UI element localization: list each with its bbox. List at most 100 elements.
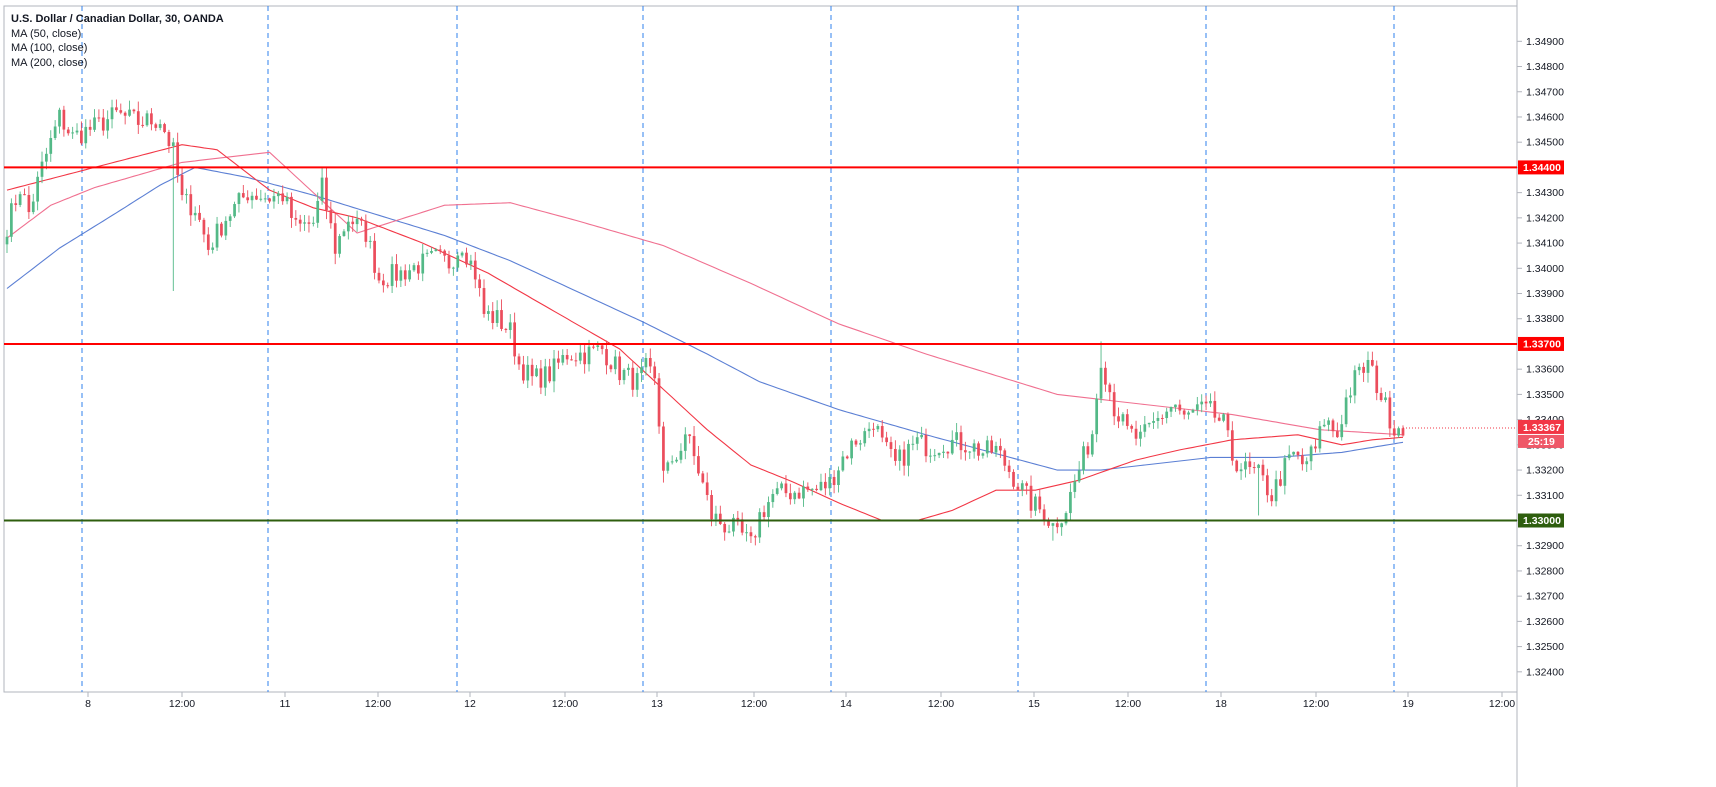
candle-up[interactable] [1095, 393, 1099, 443]
candle-down[interactable] [1226, 412, 1230, 437]
candle-up[interactable] [666, 460, 670, 474]
candle-down[interactable] [465, 247, 468, 268]
candle-down[interactable] [1104, 361, 1107, 392]
candle-down[interactable] [141, 116, 145, 128]
candle-down[interactable] [1230, 421, 1234, 466]
candle-up[interactable] [679, 443, 683, 464]
candle-up[interactable] [233, 201, 236, 219]
candle-up[interactable] [1121, 412, 1125, 426]
candle-up[interactable] [942, 444, 945, 458]
candle-up[interactable] [596, 341, 600, 351]
candle-down[interactable] [697, 445, 700, 476]
candle-down[interactable] [167, 129, 171, 153]
candle-down[interactable] [990, 435, 993, 454]
candle-down[interactable] [548, 358, 552, 384]
candle-down[interactable] [788, 483, 792, 505]
candle-down[interactable] [1371, 351, 1374, 367]
candle-up[interactable] [587, 339, 591, 372]
candle-down[interactable] [823, 473, 827, 496]
candle-up[interactable] [1034, 493, 1037, 516]
candle-up[interactable] [1143, 415, 1147, 438]
candle-down[interactable] [403, 264, 407, 286]
time-axis[interactable]: 8 12:00 11 12:00 12 12:00 13 12:00 14 12:00 15 12:0… [85, 692, 1515, 710]
candle-up[interactable] [1327, 417, 1330, 432]
candle-down[interactable] [600, 344, 604, 355]
candle-down[interactable] [438, 245, 442, 255]
candle-down[interactable] [1029, 475, 1033, 519]
candle-down[interactable] [176, 132, 180, 183]
candle-down[interactable] [854, 439, 858, 447]
candle-down[interactable] [329, 201, 333, 229]
candle-up[interactable] [867, 422, 871, 438]
candle-up[interactable] [31, 193, 35, 215]
candle-down[interactable] [1362, 362, 1365, 382]
candle-up[interactable] [237, 191, 241, 213]
candle-up[interactable] [215, 216, 219, 251]
candle-down[interactable] [653, 361, 657, 386]
candle-up[interactable] [1147, 422, 1151, 428]
candle-down[interactable] [999, 438, 1002, 459]
candle-up[interactable] [819, 473, 823, 492]
candle-up[interactable] [412, 262, 416, 272]
candle-down[interactable] [517, 353, 521, 370]
candle-up[interactable] [58, 107, 61, 134]
candle-down[interactable] [872, 422, 875, 437]
candle-up[interactable] [228, 214, 232, 228]
candle-down[interactable] [749, 526, 753, 543]
candle-down[interactable] [1248, 452, 1252, 475]
candle-up[interactable] [10, 198, 13, 242]
candle-up[interactable] [452, 266, 455, 276]
candle-up[interactable] [193, 206, 197, 221]
candle-down[interactable] [740, 512, 744, 536]
candle-down[interactable] [1270, 488, 1274, 507]
candle-up[interactable] [863, 427, 867, 447]
candle-down[interactable] [946, 451, 950, 459]
candle-up[interactable] [434, 247, 438, 252]
candle-down[interactable] [1204, 395, 1208, 411]
candle-up[interactable] [758, 508, 762, 543]
candle-up[interactable] [487, 305, 490, 321]
candle-up[interactable] [250, 191, 254, 209]
candle-down[interactable] [1160, 414, 1164, 425]
candle-down[interactable] [97, 109, 101, 122]
candle-down[interactable] [924, 428, 928, 463]
candle-down[interactable] [1047, 517, 1050, 528]
candle-up[interactable] [981, 452, 985, 459]
candle-up[interactable] [1020, 480, 1024, 497]
candle-up[interactable] [841, 450, 845, 472]
candle-down[interactable] [1392, 420, 1396, 440]
candle-up[interactable] [276, 190, 280, 204]
candle-up[interactable] [346, 215, 350, 240]
candle-up[interactable] [828, 467, 832, 496]
candle-up[interactable] [1073, 474, 1077, 499]
candle-down[interactable] [1235, 459, 1239, 473]
candle-down[interactable] [657, 373, 661, 434]
candle-up[interactable] [1292, 451, 1295, 457]
candle-down[interactable] [1379, 387, 1383, 402]
candle-up[interactable] [1287, 445, 1291, 461]
candle-up[interactable] [526, 356, 530, 389]
candle-down[interactable] [500, 299, 503, 332]
candle-up[interactable] [1283, 454, 1287, 495]
candle-down[interactable] [736, 510, 740, 526]
candle-up[interactable] [425, 249, 429, 257]
candle-down[interactable] [478, 274, 481, 297]
candle-down[interactable] [885, 431, 888, 447]
candle-up[interactable] [543, 358, 547, 396]
candle-up[interactable] [937, 452, 941, 459]
candle-up[interactable] [342, 229, 346, 237]
candle-up[interactable] [460, 251, 464, 258]
candle-up[interactable] [670, 455, 674, 465]
candle-down[interactable] [723, 522, 727, 541]
candle-up[interactable] [49, 130, 53, 162]
candles[interactable] [5, 99, 1405, 546]
candle-up[interactable] [1195, 396, 1199, 416]
candle-down[interactable] [1038, 489, 1042, 514]
candle-down[interactable] [592, 344, 595, 350]
candle-up[interactable] [259, 189, 263, 202]
candle-up[interactable] [898, 445, 902, 471]
candle-down[interactable] [815, 484, 818, 492]
candle-down[interactable] [1125, 409, 1129, 430]
candle-down[interactable] [417, 261, 420, 280]
